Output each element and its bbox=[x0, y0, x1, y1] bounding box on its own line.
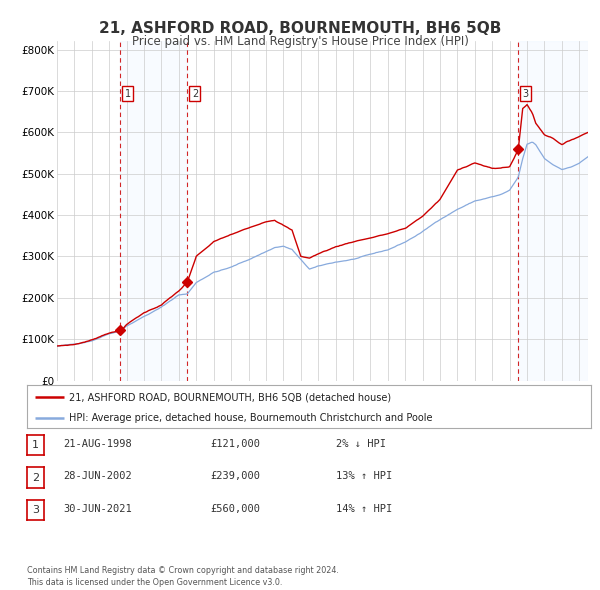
Text: 2% ↓ HPI: 2% ↓ HPI bbox=[336, 439, 386, 448]
Text: 2: 2 bbox=[32, 473, 39, 483]
Text: 14% ↑ HPI: 14% ↑ HPI bbox=[336, 504, 392, 513]
Text: 13% ↑ HPI: 13% ↑ HPI bbox=[336, 471, 392, 481]
Bar bbox=[121, 41, 187, 381]
Text: 1: 1 bbox=[32, 440, 39, 450]
Text: 21, ASHFORD ROAD, BOURNEMOUTH, BH6 5QB (detached house): 21, ASHFORD ROAD, BOURNEMOUTH, BH6 5QB (… bbox=[70, 392, 391, 402]
Text: 30-JUN-2021: 30-JUN-2021 bbox=[63, 504, 132, 513]
Text: 3: 3 bbox=[32, 505, 39, 515]
Text: Price paid vs. HM Land Registry's House Price Index (HPI): Price paid vs. HM Land Registry's House … bbox=[131, 35, 469, 48]
Text: 3: 3 bbox=[523, 89, 529, 99]
Bar bbox=[518, 41, 588, 381]
Text: HPI: Average price, detached house, Bournemouth Christchurch and Poole: HPI: Average price, detached house, Bour… bbox=[70, 412, 433, 422]
Text: 21, ASHFORD ROAD, BOURNEMOUTH, BH6 5QB: 21, ASHFORD ROAD, BOURNEMOUTH, BH6 5QB bbox=[99, 21, 501, 35]
Text: 28-JUN-2002: 28-JUN-2002 bbox=[63, 471, 132, 481]
Text: £121,000: £121,000 bbox=[210, 439, 260, 448]
Text: £560,000: £560,000 bbox=[210, 504, 260, 513]
Text: 1: 1 bbox=[125, 89, 131, 99]
Text: 2: 2 bbox=[192, 89, 198, 99]
Text: 21-AUG-1998: 21-AUG-1998 bbox=[63, 439, 132, 448]
Text: Contains HM Land Registry data © Crown copyright and database right 2024.
This d: Contains HM Land Registry data © Crown c… bbox=[27, 566, 339, 587]
Text: £239,000: £239,000 bbox=[210, 471, 260, 481]
